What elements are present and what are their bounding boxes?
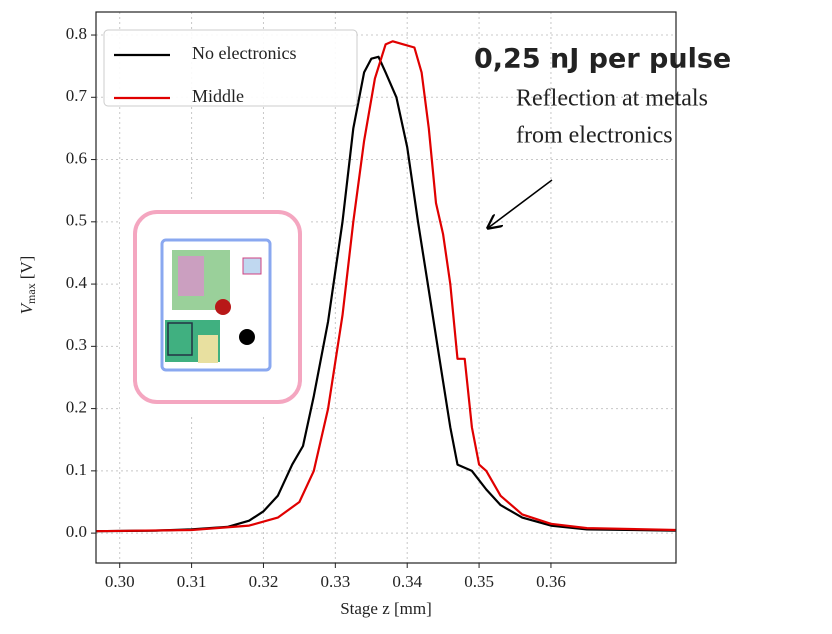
annotation-arrow	[488, 180, 552, 228]
y-tick-label: 0.1	[66, 460, 87, 479]
y-label-sub: max	[24, 283, 38, 304]
inset-layout	[120, 200, 308, 415]
headline-annotation: 0,25 nJ per pulse	[474, 44, 731, 75]
y-label-unit: [V]	[17, 256, 36, 280]
inset-dot	[239, 329, 255, 345]
inset-block	[243, 258, 261, 274]
x-tick-label: 0.35	[464, 572, 494, 591]
inset-block	[198, 335, 218, 363]
x-axis-label: Stage z [mm]	[340, 599, 432, 618]
legend-label: Middle	[192, 86, 244, 106]
inset-dot	[215, 299, 231, 315]
note-annotation: Reflection at metals	[516, 86, 708, 112]
y-tick-label: 0.3	[66, 335, 87, 354]
y-tick-label: 0.6	[66, 148, 87, 167]
y-axis-label: Vmax[V]	[17, 256, 38, 315]
y-tick-label: 0.2	[66, 398, 87, 417]
x-tick-label: 0.33	[320, 572, 350, 591]
x-tick-label: 0.36	[536, 572, 566, 591]
chart: No electronicsMiddle Vmax[V] Stage z [mm…	[0, 0, 832, 634]
note-annotation: from electronics	[516, 123, 673, 149]
y-tick-label: 0.4	[66, 273, 88, 292]
x-tick-label: 0.34	[392, 572, 422, 591]
x-tick-label: 0.32	[249, 572, 279, 591]
legend-label: No electronics	[192, 43, 296, 63]
x-tick-label: 0.31	[177, 572, 207, 591]
y-tick-label: 0.0	[66, 522, 87, 541]
inset-block	[178, 256, 204, 296]
y-tick-label: 0.7	[66, 86, 88, 105]
x-tick-label: 0.30	[105, 572, 135, 591]
y-tick-label: 0.5	[66, 211, 87, 230]
y-tick-label: 0.8	[66, 24, 87, 43]
legend: No electronics Middle	[104, 30, 357, 106]
